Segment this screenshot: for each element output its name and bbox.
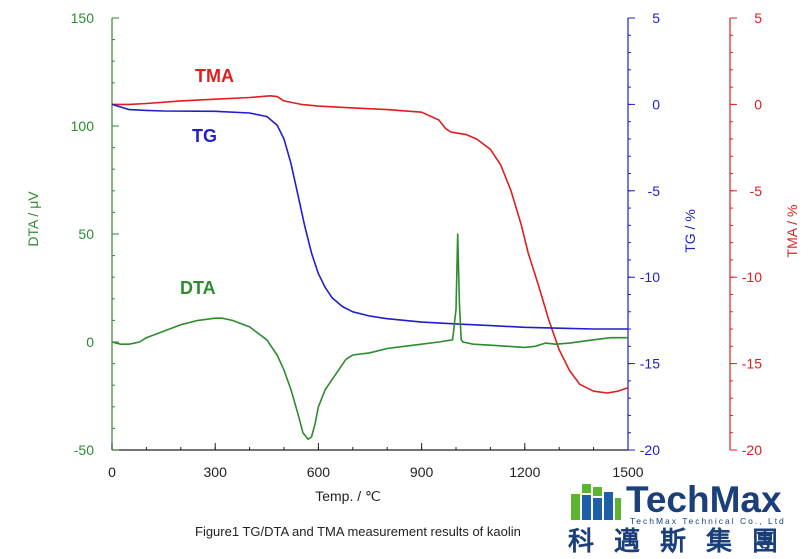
x-tick-label: 1200 — [509, 464, 540, 480]
logo-subtitle: TechMax Technical Co., Ltd — [630, 516, 786, 526]
dta-tick-label: 0 — [86, 334, 94, 350]
tma-tick-label: -20 — [742, 442, 762, 458]
series-tma-line — [112, 95, 629, 394]
x-tick-label: 600 — [307, 464, 331, 480]
series-layer — [111, 95, 629, 440]
x-tick-label: 300 — [204, 464, 228, 480]
dta-axis-label: DTA / μV — [25, 191, 41, 247]
axes-layer — [111, 17, 737, 451]
annotation-tma: TMA — [195, 66, 234, 86]
logo-name: TechMax — [626, 479, 782, 520]
tg-axis-label: TG / % — [682, 209, 698, 253]
techmax-logo: TechMax TechMax Technical Co., Ltd 科邁斯集團 — [568, 480, 812, 559]
series-dta-line — [111, 233, 628, 440]
x-axis-label: Temp. / ℃ — [315, 488, 381, 504]
tg-tick-label: -20 — [640, 442, 660, 458]
tg-tick-label: 5 — [652, 10, 660, 26]
dta-tick-label: -50 — [74, 442, 94, 458]
tg-tick-label: -5 — [648, 183, 661, 199]
dta-tick-label: 100 — [71, 118, 95, 134]
series-tg-line — [111, 103, 628, 330]
annotation-tg: TG — [192, 126, 217, 146]
logo-chinese-name: 科邁斯集團 — [568, 527, 799, 557]
tma-tick-label: 0 — [754, 96, 762, 112]
x-tick-label: 900 — [410, 464, 434, 480]
figure-caption: Figure1 TG/DTA and TMA measurement resul… — [195, 524, 521, 539]
annotation-dta: DTA — [180, 278, 216, 298]
dta-tick-label: 150 — [71, 10, 95, 26]
tma-tick-label: 5 — [754, 10, 762, 26]
tma-tick-label: -5 — [750, 183, 763, 199]
dta-tick-label: 50 — [78, 226, 94, 242]
tg-tick-label: -10 — [640, 269, 660, 285]
tma-axis-label: TMA / % — [784, 205, 800, 258]
logo-mark-icon — [571, 484, 621, 520]
tma-tick-label: -10 — [742, 269, 762, 285]
tg-tick-label: -15 — [640, 356, 660, 372]
x-tick-label: 1500 — [612, 464, 643, 480]
x-tick-label: 0 — [108, 464, 116, 480]
tma-tick-label: -15 — [742, 356, 762, 372]
tg-tick-label: 0 — [652, 96, 660, 112]
